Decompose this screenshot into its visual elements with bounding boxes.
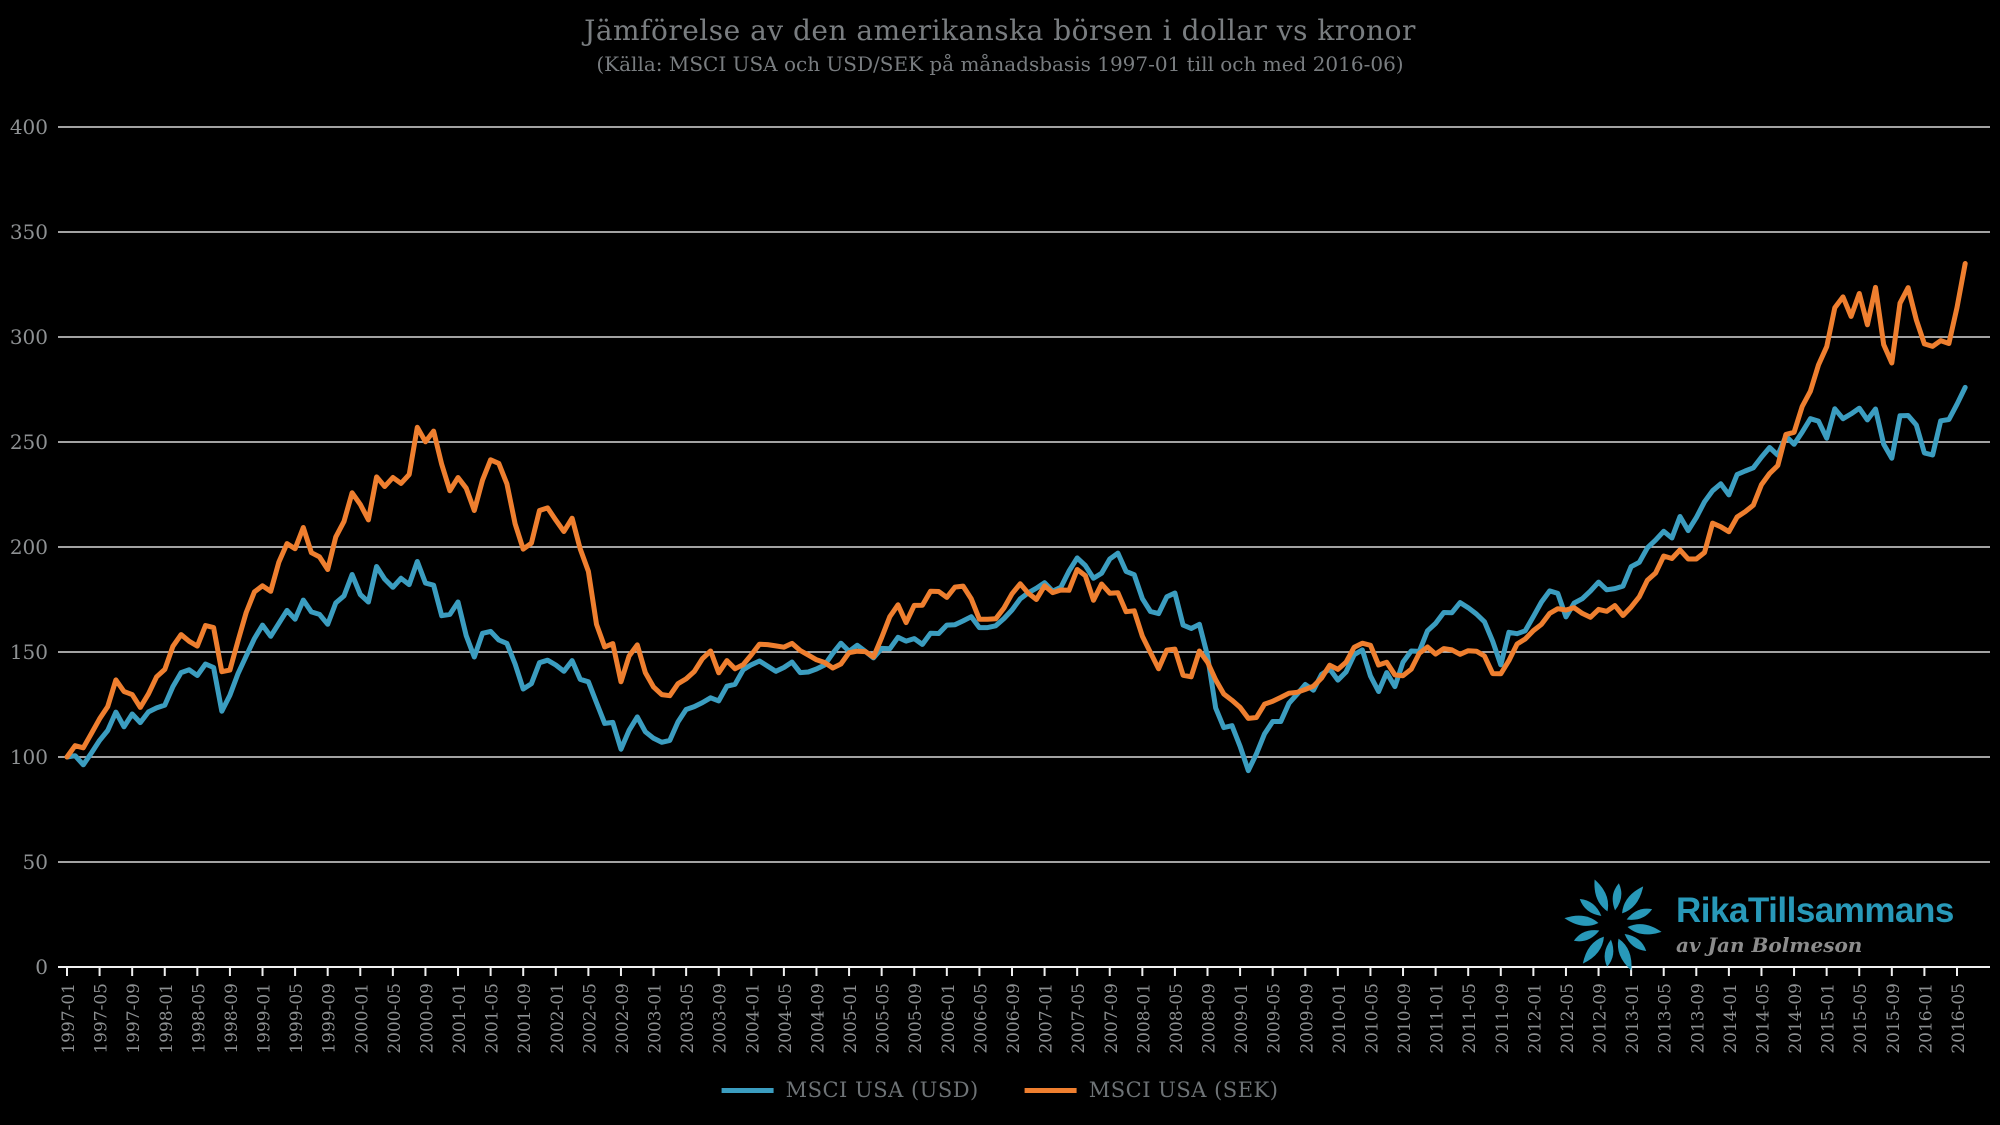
- logo-brand-text: RikaTillsammans: [1676, 891, 1954, 930]
- x-tick-label: 2015-05: [1851, 983, 1871, 1054]
- x-tick-label: 1999-09: [320, 983, 340, 1054]
- x-tick-label: 2012-09: [1591, 983, 1611, 1054]
- logo-text-column: RikaTillsammans av Jan Bolmeson: [1676, 891, 1954, 958]
- x-tick-label: 2001-01: [450, 983, 470, 1054]
- x-tick-label: 2006-05: [971, 983, 991, 1054]
- x-tick-label: 1998-05: [189, 983, 209, 1054]
- x-tick-label: 2003-09: [711, 983, 731, 1054]
- x-tick-label: 1998-01: [157, 983, 177, 1054]
- x-tick-label: 2012-01: [1525, 983, 1545, 1054]
- x-tick-label: 2011-05: [1460, 983, 1480, 1054]
- flower-petal: [1626, 908, 1653, 920]
- flower-petal: [1612, 883, 1622, 911]
- y-tick-label: 250: [10, 430, 48, 454]
- flower-petal: [1579, 899, 1602, 916]
- logo: RikaTillsammans av Jan Bolmeson: [1562, 874, 1954, 976]
- x-tick-label: 2010-05: [1362, 983, 1382, 1054]
- legend: MSCI USA (USD) MSCI USA (SEK): [721, 1078, 1279, 1102]
- x-tick-label: 2014-01: [1721, 983, 1741, 1054]
- logo-byline-text: av Jan Bolmeson: [1676, 933, 1863, 957]
- x-tick-label: 2007-09: [1102, 983, 1122, 1054]
- y-tick-label: 0: [35, 955, 48, 979]
- x-tick-label: 2008-09: [1200, 983, 1220, 1054]
- y-tick-label: 400: [10, 115, 48, 139]
- x-tick-label: 2006-09: [1004, 983, 1024, 1054]
- chart-subtitle: (Källa: MSCI USA och USD/SEK på månadsba…: [596, 52, 1404, 76]
- x-tick-label: 2002-01: [548, 983, 568, 1054]
- x-tick-label: 2000-09: [417, 983, 437, 1054]
- flower-petal: [1622, 886, 1644, 914]
- x-tick-label: 2000-05: [385, 983, 405, 1054]
- x-tick-label: 2013-09: [1688, 983, 1708, 1054]
- x-tick-label: 2001-05: [483, 983, 503, 1054]
- flower-petal: [1582, 936, 1604, 964]
- x-tick-label: 2002-05: [580, 983, 600, 1054]
- x-tick-label: 1997-05: [92, 983, 112, 1054]
- x-tick-label: 2011-01: [1428, 983, 1448, 1054]
- legend-swatch-sek-icon: [1024, 1087, 1077, 1093]
- x-tick-label: 2006-01: [939, 983, 959, 1054]
- x-tick-label: 2008-05: [1167, 983, 1187, 1054]
- x-tick-label: 2013-01: [1623, 983, 1643, 1054]
- legend-swatch-usd-icon: [721, 1087, 774, 1093]
- x-tick-label: 2015-09: [1884, 983, 1904, 1054]
- x-tick-label: 2004-05: [776, 983, 796, 1054]
- x-tick-label: 2010-01: [1330, 983, 1350, 1054]
- flower-petal: [1617, 938, 1632, 971]
- x-tick-label: 2016-05: [1949, 983, 1969, 1054]
- legend-label-sek: MSCI USA (SEK): [1088, 1078, 1279, 1102]
- x-tick-label: 2009-05: [1265, 983, 1285, 1054]
- x-tick-label: 2003-05: [678, 983, 698, 1054]
- x-tick-label: 2007-01: [1037, 983, 1057, 1054]
- flower-petal: [1604, 939, 1614, 967]
- x-tick-label: 1998-09: [222, 983, 242, 1054]
- x-tick-label: 2009-09: [1297, 983, 1317, 1054]
- x-tick-label: 2007-05: [1069, 983, 1089, 1054]
- series-line-usd: [64, 384, 1968, 774]
- series-line-sek: [64, 261, 1968, 760]
- x-tick-label: 2014-05: [1753, 983, 1773, 1054]
- y-tick-label: 50: [23, 850, 48, 874]
- x-tick-label: 2009-01: [1232, 983, 1252, 1054]
- y-tick-label: 300: [10, 325, 48, 349]
- x-tick-label: 2003-01: [646, 983, 666, 1054]
- flower-icon: [1564, 879, 1662, 971]
- x-tick-label: 2013-05: [1656, 983, 1676, 1054]
- x-tick-label: 2005-01: [841, 983, 861, 1054]
- y-tick-label: 200: [10, 535, 48, 559]
- y-tick-label: 100: [10, 745, 48, 769]
- x-tick-label: 2002-09: [613, 983, 633, 1054]
- flower-petal: [1627, 924, 1662, 935]
- x-tick-label: 1999-01: [255, 983, 275, 1054]
- flower-petal: [1573, 930, 1600, 942]
- y-tick-label: 150: [10, 640, 48, 664]
- chart-title: Jämförelse av den amerikanska börsen i d…: [584, 14, 1416, 47]
- x-tick-label: 2004-09: [808, 983, 828, 1054]
- legend-label-usd: MSCI USA (USD): [785, 1078, 979, 1102]
- flower-petal: [1564, 915, 1599, 926]
- x-tick-label: 2012-05: [1558, 983, 1578, 1054]
- flower-petal: [1624, 934, 1647, 951]
- x-tick-label: 2001-09: [515, 983, 535, 1054]
- x-tick-label: 1997-01: [59, 983, 79, 1054]
- x-tick-label: 2016-01: [1916, 983, 1936, 1054]
- x-tick-label: 2014-09: [1786, 983, 1806, 1054]
- x-tick-label: 1997-09: [124, 983, 144, 1054]
- x-tick-label: 2010-09: [1395, 983, 1415, 1054]
- flower-petal: [1594, 879, 1609, 912]
- x-tick-label: 2011-09: [1493, 983, 1513, 1054]
- x-tick-label: 2005-09: [906, 983, 926, 1054]
- x-tick-label: 2008-01: [1134, 983, 1154, 1054]
- x-tick-label: 2015-01: [1819, 983, 1839, 1054]
- x-tick-label: 2000-01: [352, 983, 372, 1054]
- y-tick-label: 350: [10, 220, 48, 244]
- x-tick-label: 2005-05: [874, 983, 894, 1054]
- x-tick-label: 2004-01: [743, 983, 763, 1054]
- x-tick-label: 1999-05: [287, 983, 307, 1054]
